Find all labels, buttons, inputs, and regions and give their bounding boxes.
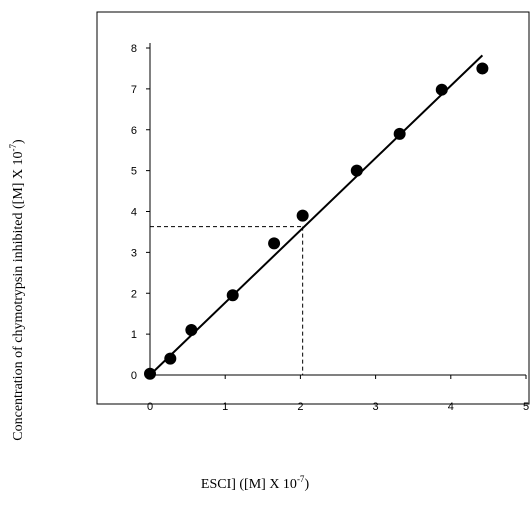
x-tick-label: 1 bbox=[222, 401, 228, 413]
y-tick-label: 2 bbox=[131, 288, 137, 300]
y-tick-label: 8 bbox=[131, 43, 137, 55]
x-tick-label: 3 bbox=[373, 401, 379, 413]
data-point bbox=[268, 237, 281, 250]
y-tick-label: 1 bbox=[131, 329, 137, 341]
y-tick-label: 7 bbox=[131, 84, 137, 96]
x-tick-label: 2 bbox=[297, 401, 303, 413]
y-tick-label: 4 bbox=[131, 207, 137, 219]
data-point bbox=[164, 352, 177, 365]
data-point bbox=[185, 324, 198, 337]
x-tick-label: 4 bbox=[448, 401, 454, 413]
reference-guides bbox=[150, 226, 304, 375]
fit-line-layer bbox=[149, 54, 484, 376]
data-point bbox=[144, 367, 156, 380]
fit-line bbox=[149, 54, 484, 376]
data-points bbox=[144, 62, 489, 380]
y-tick-label: 3 bbox=[131, 247, 137, 259]
data-point bbox=[476, 62, 489, 75]
data-point bbox=[393, 127, 406, 140]
y-tick-label: 0 bbox=[131, 370, 137, 382]
data-point bbox=[296, 209, 309, 222]
y-axis-title: Concentration of chymotrypsin inhibited … bbox=[8, 139, 26, 441]
axes: 0 1 2 3 4 5 0 1 2 3 4 5 6 7 8 bbox=[131, 43, 529, 413]
data-point bbox=[226, 289, 239, 302]
x-axis-title: ESCI] ([M] X 10-7) bbox=[201, 474, 310, 492]
plot-frame bbox=[96, 11, 530, 405]
y-tick-label: 6 bbox=[131, 125, 137, 137]
data-point bbox=[350, 164, 363, 177]
x-tick-label: 5 bbox=[523, 401, 529, 413]
x-tick-label: 0 bbox=[147, 401, 153, 413]
y-tick-label: 5 bbox=[131, 166, 137, 178]
data-point bbox=[435, 83, 448, 96]
